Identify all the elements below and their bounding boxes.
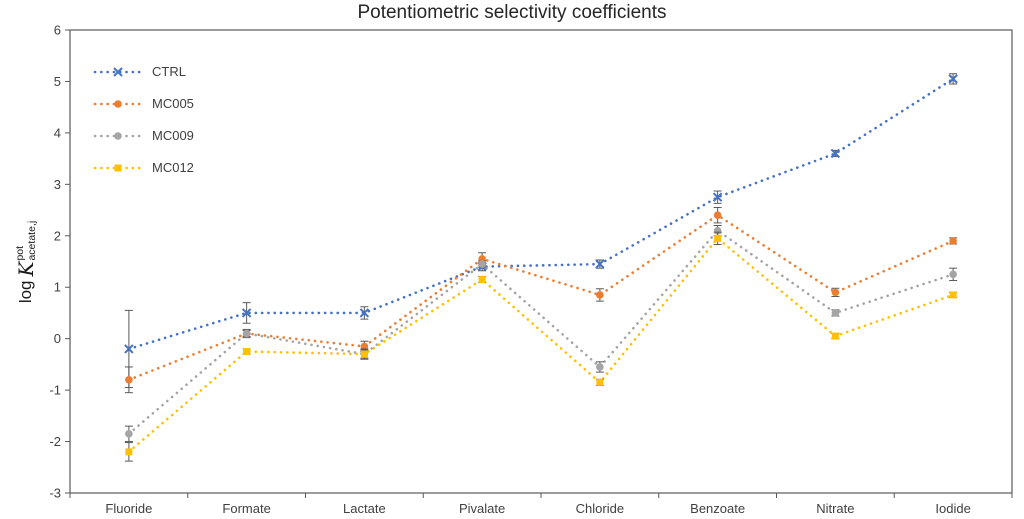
data-point-mc009 [596,363,604,371]
legend-key-icon [93,99,143,108]
data-point-mc005 [713,211,722,219]
category-label: Benzoate [690,501,745,516]
y-tick-label: 3 [54,177,61,192]
legend-key-icon [93,164,143,171]
legend-item-ctrl: CTRL [92,64,194,79]
plot-border [69,29,1013,494]
data-point-mc012 [831,332,839,340]
data-point-mc009 [125,430,133,438]
data-point-mc005 [360,342,369,351]
data-point-mc009 [242,329,251,338]
legend-label: MC012 [152,160,194,175]
data-point-ctrl [124,344,134,354]
category-label: Formate [222,501,270,516]
y-tick-label: 5 [54,74,61,89]
legend-item-mc012: MC012 [92,160,194,175]
data-point-ctrl [359,308,370,318]
category-label: Lactate [343,501,386,516]
legend-label: MC005 [152,96,194,111]
category-label: Pivalate [459,501,505,516]
y-tick-label: -2 [49,434,61,449]
data-point-ctrl [830,148,841,159]
category-label: Nitrate [816,501,854,516]
series-line-ctrl [127,77,955,351]
data-point-mc012 [360,350,368,358]
legend: CTRL MC005 MC009 MC012 [92,64,194,175]
data-point-mc005 [125,376,133,384]
category-label: Fluoride [105,501,152,516]
y-tick-label: -1 [49,383,61,398]
data-point-mc012 [596,378,604,386]
data-point-mc009 [831,309,840,317]
legend-label: MC009 [152,128,194,143]
y-tick-label: -3 [49,486,61,501]
data-point-mc012 [478,276,486,284]
y-tick-label: 2 [54,228,61,243]
legend-item-mc009: MC009 [92,128,194,143]
data-point-mc005 [831,288,840,297]
data-point-ctrl [241,308,252,318]
chart-title: Potentiometric selectivity coefficients [357,2,667,23]
data-point-mc009 [949,270,957,279]
category-label: Iodide [935,501,970,516]
data-point-mc009 [478,260,486,268]
legend-label: CTRL [152,64,186,79]
data-point-ctrl [948,74,958,84]
data-point-ctrl [595,259,605,269]
data-point-mc012 [243,348,251,356]
y-tick-label: 6 [54,23,61,38]
legend-key-icon [93,131,143,140]
data-point-ctrl [712,192,723,202]
legend-key-icon [93,66,143,77]
series-line-mc005 [127,213,955,382]
data-point-mc012 [949,291,957,299]
y-tick-label: 0 [54,331,61,346]
data-point-mc012 [125,448,133,456]
y-tick-label: 4 [54,125,61,140]
category-label: Chloride [576,501,624,516]
series-line-mc012 [127,236,955,454]
y-tick-label: 1 [54,280,61,295]
data-point-mc005 [949,237,957,245]
legend-item-mc005: MC005 [92,96,194,111]
data-point-mc005 [596,291,604,299]
data-point-mc012 [714,234,722,242]
